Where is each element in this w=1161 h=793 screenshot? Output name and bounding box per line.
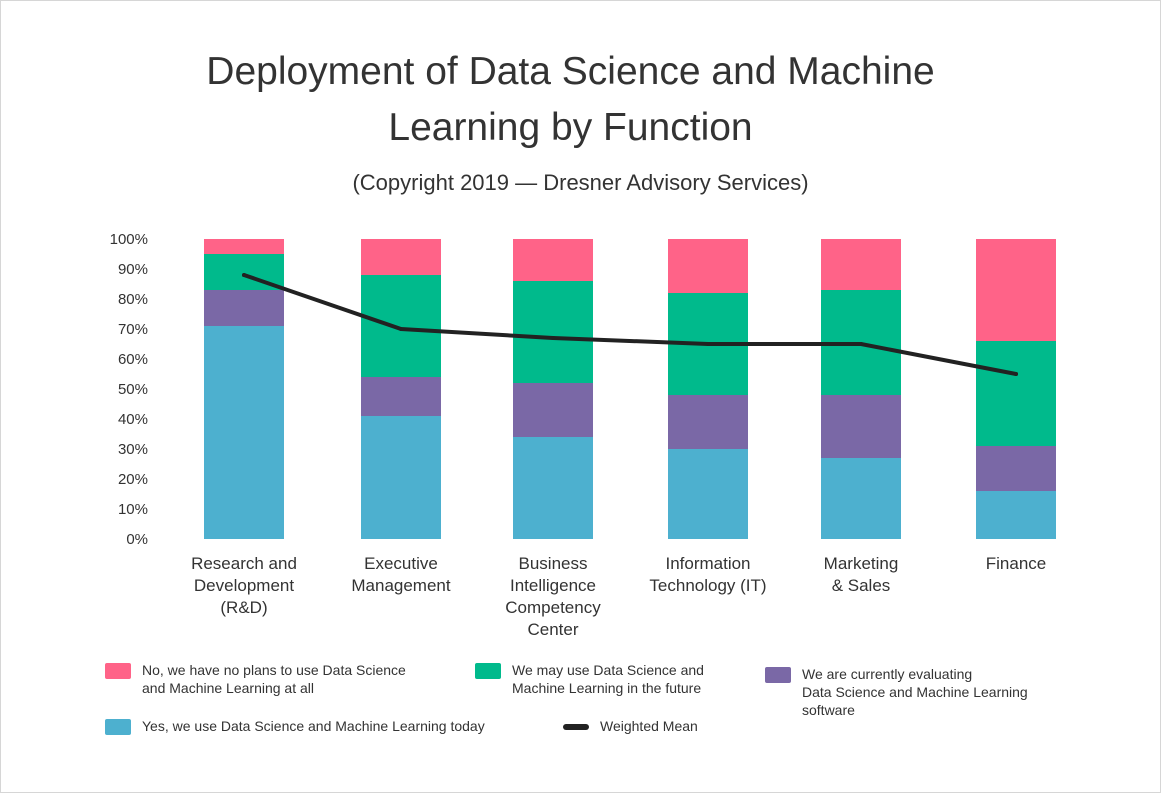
y-tick-label: 50% xyxy=(118,381,148,398)
y-tick-label: 20% xyxy=(118,471,148,488)
bar-segment-no-plans xyxy=(976,239,1056,341)
chart-subtitle: (Copyright 2019 — Dresner Advisory Servi… xyxy=(352,170,809,195)
bar-segment-today xyxy=(204,326,284,539)
y-tick-label: 10% xyxy=(118,501,148,518)
bar-segment-no-plans xyxy=(513,239,593,281)
bar-segment-today xyxy=(821,458,901,539)
legend-label-future: We may use Data Science and Machine Lear… xyxy=(512,662,704,696)
bar-segment-future xyxy=(513,281,593,383)
legend-label-today: Yes, we use Data Science and Machine Lea… xyxy=(142,718,485,734)
weighted-mean-point xyxy=(399,327,403,331)
bar-segment-no-plans xyxy=(361,239,441,275)
legend-swatch-no-plans xyxy=(105,663,131,679)
x-category-label: Research and Development (R&D) xyxy=(191,554,297,617)
weighted-mean-point xyxy=(859,342,863,346)
weighted-mean-point xyxy=(1014,372,1018,376)
bar-segment-evaluating xyxy=(976,446,1056,491)
weighted-mean-point xyxy=(242,273,246,277)
legend-label-evaluating: We are currently evaluating Data Science… xyxy=(802,666,1028,718)
y-tick-label: 100% xyxy=(110,231,148,248)
bar-segment-evaluating xyxy=(204,290,284,326)
legend-swatch-today xyxy=(105,719,131,735)
bar-segment-evaluating xyxy=(821,395,901,458)
bar-segment-no-plans xyxy=(821,239,901,290)
legend-swatch-evaluating xyxy=(765,667,791,683)
bar-segment-evaluating xyxy=(513,383,593,437)
bar-segment-future xyxy=(976,341,1056,446)
x-category-label: Information Technology (IT) xyxy=(649,554,766,595)
y-tick-label: 80% xyxy=(118,291,148,308)
y-tick-label: 0% xyxy=(126,531,148,548)
x-category-label: Marketing & Sales xyxy=(824,554,899,595)
y-tick-label: 40% xyxy=(118,411,148,428)
bar-segment-today xyxy=(361,416,441,539)
y-tick-label: 30% xyxy=(118,441,148,458)
legend-label-no-plans: No, we have no plans to use Data Science… xyxy=(142,662,406,696)
y-tick-label: 60% xyxy=(118,351,148,368)
bar-segment-no-plans xyxy=(204,239,284,254)
x-category-label: Finance xyxy=(986,554,1046,573)
weighted-mean-point xyxy=(551,336,555,340)
bar-segment-future xyxy=(361,275,441,377)
bar-segment-evaluating xyxy=(361,377,441,416)
bar-segment-today xyxy=(513,437,593,539)
x-category-label: Executive Management xyxy=(351,554,451,595)
bar-segment-no-plans xyxy=(668,239,748,293)
legend-swatch-future xyxy=(475,663,501,679)
chart-title: Deployment of Data Science and Machine L… xyxy=(206,50,935,149)
bar-segment-today xyxy=(976,491,1056,539)
weighted-mean-line xyxy=(242,273,1018,376)
legend-swatch-weighted-mean xyxy=(563,724,589,730)
y-tick-label: 90% xyxy=(118,261,148,278)
x-category-label: Business Intelligence Competency Center xyxy=(505,554,601,639)
legend-label-weighted-mean: Weighted Mean xyxy=(600,718,698,734)
bar-segment-evaluating xyxy=(668,395,748,449)
y-tick-label: 70% xyxy=(118,321,148,338)
bar-segment-today xyxy=(668,449,748,539)
weighted-mean-point xyxy=(706,342,710,346)
